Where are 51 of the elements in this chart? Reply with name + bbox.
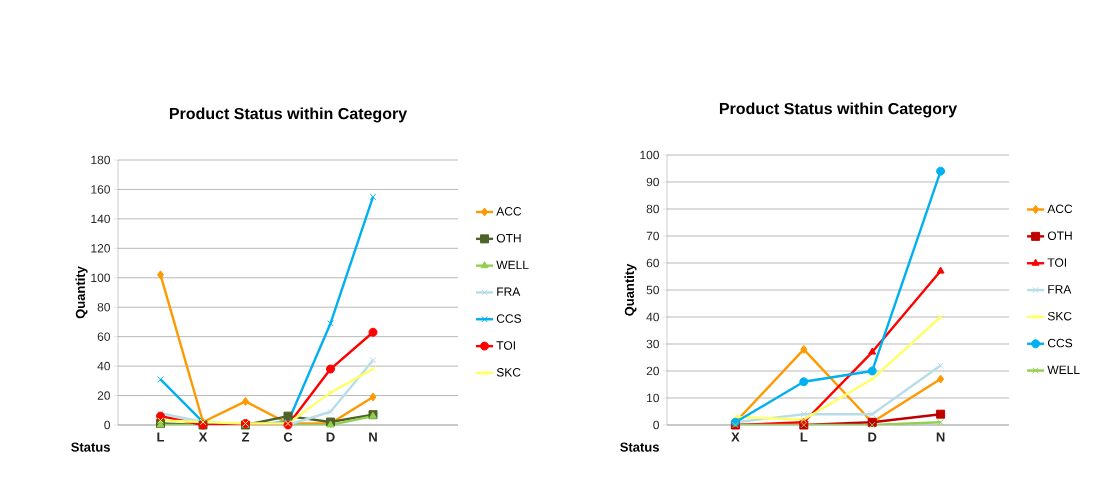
y-tick-label: 40: [646, 312, 660, 322]
legend-label: ACC: [1047, 204, 1073, 214]
y-axis-title: Quantity: [75, 266, 88, 319]
y-tick-label: 100: [91, 273, 111, 283]
x-tick-label: D: [326, 432, 335, 442]
x-tick-label: Z: [241, 432, 250, 442]
y-tick-label: 120: [91, 244, 111, 253]
y-tick-label: 30: [646, 339, 660, 349]
y-tick-label: 80: [646, 204, 660, 214]
legend-label: WELL: [1047, 365, 1080, 374]
y-tick-label: 20: [646, 366, 660, 376]
x-tick-label: N: [936, 432, 945, 442]
legend-label: TOI: [496, 341, 515, 350]
y-tick-label: 0: [653, 420, 660, 430]
legend-label: WELL: [496, 260, 529, 270]
y-tick-label: 10: [647, 393, 660, 403]
legend-label: OTH: [1047, 231, 1072, 240]
y-tick-label: 90: [646, 177, 660, 187]
x-tick-label: L: [157, 432, 165, 442]
x-tick-label: L: [800, 432, 808, 442]
legend-label: SKC: [496, 368, 521, 377]
legend-label: TOI: [1047, 258, 1067, 267]
y-tick-label: 180: [91, 155, 111, 165]
x-axis-title: Status: [620, 442, 659, 452]
legend-label: SKC: [1047, 311, 1072, 321]
y-tick-label: 160: [91, 185, 111, 194]
legend-label: CCS: [496, 314, 522, 323]
y-axis-title: Quantity: [624, 263, 637, 316]
chart-title: Product Status within Category: [719, 102, 958, 118]
y-tick-label: 100: [640, 150, 660, 160]
y-tick-label: 80: [97, 302, 111, 312]
legend-label: ACC: [496, 207, 522, 216]
x-tick-label: X: [731, 432, 740, 442]
y-tick-label: 60: [646, 258, 660, 268]
legend-label: FRA: [497, 287, 521, 296]
y-tick-label: 40: [97, 361, 111, 371]
y-tick-label: 50: [646, 285, 660, 295]
x-tick-label: X: [198, 432, 208, 442]
legend-label: FRA: [1048, 285, 1072, 294]
y-tick-label: 20: [97, 391, 111, 400]
x-tick-label: C: [283, 432, 293, 442]
legend-label: CCS: [1047, 338, 1073, 348]
x-tick-label: D: [868, 432, 877, 442]
x-tick-label: N: [369, 432, 377, 442]
legend-label: OTH: [496, 233, 521, 243]
y-tick-label: 0: [104, 420, 111, 430]
chart-title: Product Status within Category: [169, 107, 408, 123]
x-axis-title: Status: [71, 442, 110, 452]
y-tick-label: 140: [91, 214, 111, 224]
y-tick-label: 70: [646, 231, 660, 241]
y-tick-label: 60: [97, 332, 111, 341]
